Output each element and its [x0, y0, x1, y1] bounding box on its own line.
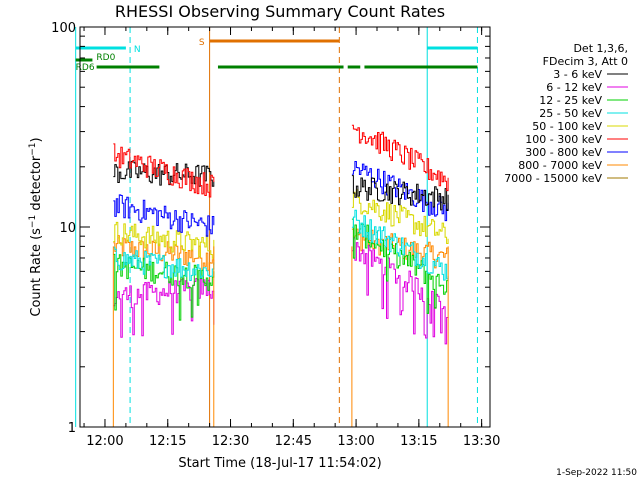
y-axis-label: Count Rate (s−1 detector−1) — [28, 137, 44, 316]
series-line — [113, 246, 215, 281]
series-line — [351, 237, 449, 345]
flag-label: S — [199, 38, 205, 48]
x-tick-label: 13:15 — [400, 434, 437, 449]
flag-label: RD6 — [76, 63, 95, 73]
series-line — [351, 209, 449, 281]
legend-entry: 3 - 6 keV — [553, 68, 602, 81]
x-tick-label: 12:00 — [86, 434, 123, 449]
legend-entry: 300 - 800 keV — [525, 146, 602, 159]
flag-label: RD0 — [96, 53, 115, 63]
legend-entry: 800 - 7000 keV — [518, 159, 602, 172]
series-line — [351, 161, 449, 222]
footer-date: 1-Sep-2022 11:50 — [556, 468, 637, 478]
x-axis-label: Start Time (18-Jul-17 11:54:02) — [178, 456, 381, 471]
series-line — [113, 221, 215, 259]
series-line — [351, 124, 449, 192]
y-tick-label: 10 — [59, 221, 76, 236]
plot-frame — [79, 26, 491, 428]
series-line — [351, 189, 449, 244]
legend-entry: 100 - 300 keV — [525, 133, 602, 146]
legend-entry: 12 - 25 keV — [539, 94, 602, 107]
x-tick-label: 13:00 — [337, 434, 374, 449]
x-tick-label: 12:30 — [212, 434, 249, 449]
x-tick-label: 12:45 — [275, 434, 312, 449]
legend-entry: 6 - 12 keV — [546, 81, 602, 94]
series-line — [113, 253, 215, 321]
series-line — [351, 175, 449, 211]
x-tick-label: 13:30 — [463, 434, 500, 449]
chart-title: RHESSI Observing Summary Count Rates — [115, 2, 445, 21]
legend-header: Det 1,3,6, — [573, 42, 628, 55]
series-line — [113, 143, 215, 198]
flag-label: N — [134, 45, 141, 55]
legend-entry: 7000 - 15000 keV — [504, 172, 602, 185]
x-tick-label: 12:15 — [149, 434, 186, 449]
series-line — [113, 194, 215, 237]
series-line — [113, 160, 215, 187]
y-tick-label: 1 — [68, 421, 76, 436]
legend-entry: 50 - 100 keV — [532, 120, 602, 133]
legend-header: FDecim 3, Att 0 — [543, 55, 628, 68]
legend-entry: 25 - 50 keV — [539, 107, 602, 120]
y-tick-label: 100 — [51, 21, 76, 36]
